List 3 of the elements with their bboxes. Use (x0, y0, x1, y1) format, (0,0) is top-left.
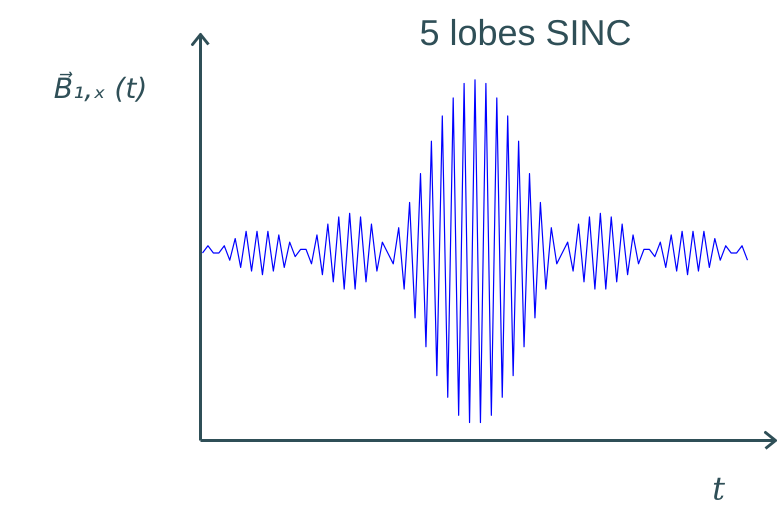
chart-title: 5 lobes SINC (419, 12, 632, 53)
y-axis-title: B⃗₁,ₓ (t) (54, 70, 148, 105)
x-axis-title: t (712, 470, 726, 506)
